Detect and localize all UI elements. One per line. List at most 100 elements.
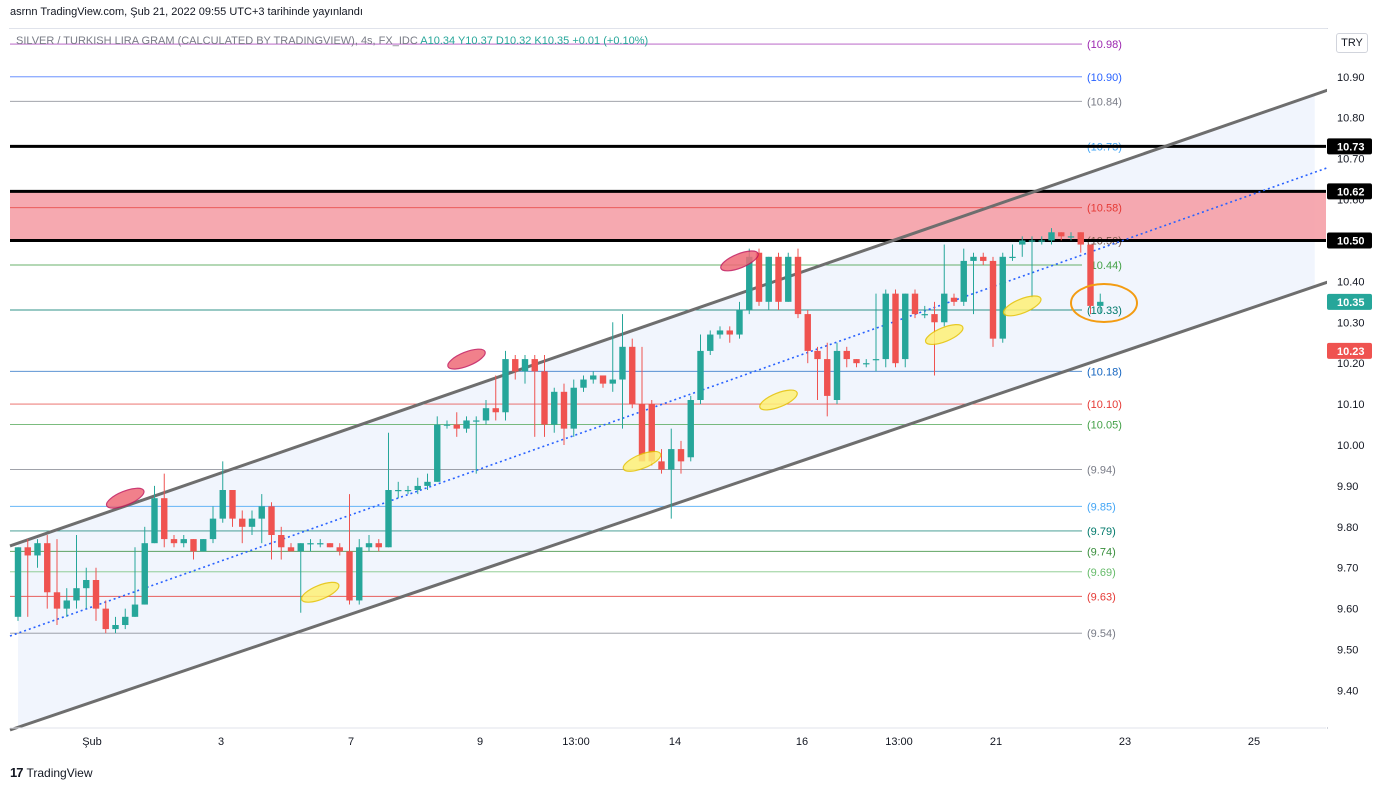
candle-body xyxy=(999,256,1006,339)
candle-body xyxy=(1077,232,1084,245)
candle-body xyxy=(73,588,80,601)
candle-body xyxy=(1067,236,1075,238)
ohlc-values: A10.34 Y10.37 D10.32 K10.35 +0.01 (+0.10… xyxy=(420,35,649,47)
candle-body xyxy=(677,449,685,462)
candle-body xyxy=(531,359,538,372)
candle-body xyxy=(365,543,373,548)
candle-body xyxy=(1087,244,1094,306)
resistance-touch-marker xyxy=(447,348,486,370)
y-tick-label: 10.90 xyxy=(1337,72,1365,84)
candle-body xyxy=(112,625,119,630)
tradingview-logo-icon: 17 xyxy=(10,765,24,780)
candle-body xyxy=(424,481,431,486)
y-tick-label: 10.30 xyxy=(1337,317,1365,329)
candle-body xyxy=(346,551,353,601)
x-tick-label: 13:00 xyxy=(562,736,590,748)
candle-body xyxy=(804,314,811,351)
candle-body xyxy=(1028,240,1036,242)
candle-body xyxy=(180,539,187,544)
candle-body xyxy=(229,490,236,519)
x-tick-label: 7 xyxy=(348,736,354,748)
level-label: (9.79) xyxy=(1087,526,1116,538)
candle-body xyxy=(551,391,558,425)
symbol-legend[interactable]: SILVER / TURKISH LIRA GRAM (CALCULATED B… xyxy=(16,35,648,47)
candle-body xyxy=(434,424,441,482)
candle-body xyxy=(638,404,646,462)
y-tick-label: 10.20 xyxy=(1337,358,1365,370)
candle-body xyxy=(872,359,880,361)
candle-body xyxy=(931,314,938,323)
y-tick-label: 10.70 xyxy=(1337,154,1365,166)
candle-body xyxy=(219,490,226,519)
support-touch-marker xyxy=(924,324,964,346)
candle-body xyxy=(161,498,168,540)
y-tick-label: 9.80 xyxy=(1337,522,1358,534)
candle-body xyxy=(843,350,850,360)
candle-body xyxy=(755,252,763,302)
y-tick-label: 9.60 xyxy=(1337,604,1358,616)
support-touch-marker xyxy=(300,581,340,603)
price-badge-label: 10.73 xyxy=(1337,141,1365,153)
footer-branding[interactable]: 17 TradingView xyxy=(10,765,93,780)
currency-button[interactable]: TRY xyxy=(1336,33,1368,53)
candle-body xyxy=(765,256,772,302)
candle-body xyxy=(395,490,402,492)
candle-body xyxy=(190,539,197,552)
resistance-touch-marker xyxy=(105,487,145,509)
candle-body xyxy=(726,330,733,335)
level-label: (9.74) xyxy=(1087,546,1116,558)
level-label: (9.94) xyxy=(1087,465,1116,477)
price-badge xyxy=(1327,138,1372,155)
candle-body xyxy=(83,580,90,589)
price-badge xyxy=(1327,183,1372,200)
candle-body xyxy=(258,506,265,519)
candle-body xyxy=(941,293,948,323)
candle-body xyxy=(209,518,217,540)
candle-body xyxy=(473,420,480,422)
y-tick-label: 10.10 xyxy=(1337,399,1365,411)
y-tick-label: 9.70 xyxy=(1337,563,1358,575)
price-badge xyxy=(1327,342,1372,359)
y-tick-label: 10.40 xyxy=(1337,276,1365,288)
x-tick-label: 3 xyxy=(218,736,224,748)
support-touch-marker xyxy=(759,389,798,411)
candle-body xyxy=(697,350,704,400)
level-label: (10.10) xyxy=(1087,399,1122,411)
candle-body xyxy=(785,256,792,302)
candle-body xyxy=(950,297,958,302)
candle-body xyxy=(268,506,275,536)
candle-body xyxy=(921,314,928,316)
level-label: (10.90) xyxy=(1087,72,1122,84)
level-label: (10.44) xyxy=(1087,260,1122,272)
candle-body xyxy=(1058,232,1065,237)
candle-body xyxy=(609,379,616,384)
candle-body xyxy=(326,543,334,548)
candle-body xyxy=(716,330,724,335)
price-badge-label: 10.50 xyxy=(1337,235,1365,247)
candle-body xyxy=(814,350,821,360)
candle-body xyxy=(34,543,41,556)
candle-body xyxy=(404,490,412,492)
level-label: (10.33) xyxy=(1087,305,1122,317)
support-touch-marker xyxy=(1002,295,1042,317)
candle-body xyxy=(833,350,841,400)
candle-body xyxy=(892,293,899,364)
candle-body xyxy=(307,543,314,545)
price-badge xyxy=(1327,293,1372,310)
candle-body xyxy=(541,371,548,425)
candle-body xyxy=(170,539,178,544)
x-tick-label: Şub xyxy=(82,736,102,748)
candle-body xyxy=(453,424,460,429)
candle-body xyxy=(1009,256,1016,259)
candle-body xyxy=(599,375,607,384)
candle-body xyxy=(989,260,997,339)
candle-body xyxy=(502,359,509,413)
candle-body xyxy=(970,256,977,261)
candle-body xyxy=(131,604,139,617)
candle-body xyxy=(375,543,382,548)
candle-body xyxy=(200,539,207,552)
x-tick-label: 9 xyxy=(477,736,483,748)
price-axis xyxy=(1327,29,1386,727)
candle-body xyxy=(463,420,470,429)
